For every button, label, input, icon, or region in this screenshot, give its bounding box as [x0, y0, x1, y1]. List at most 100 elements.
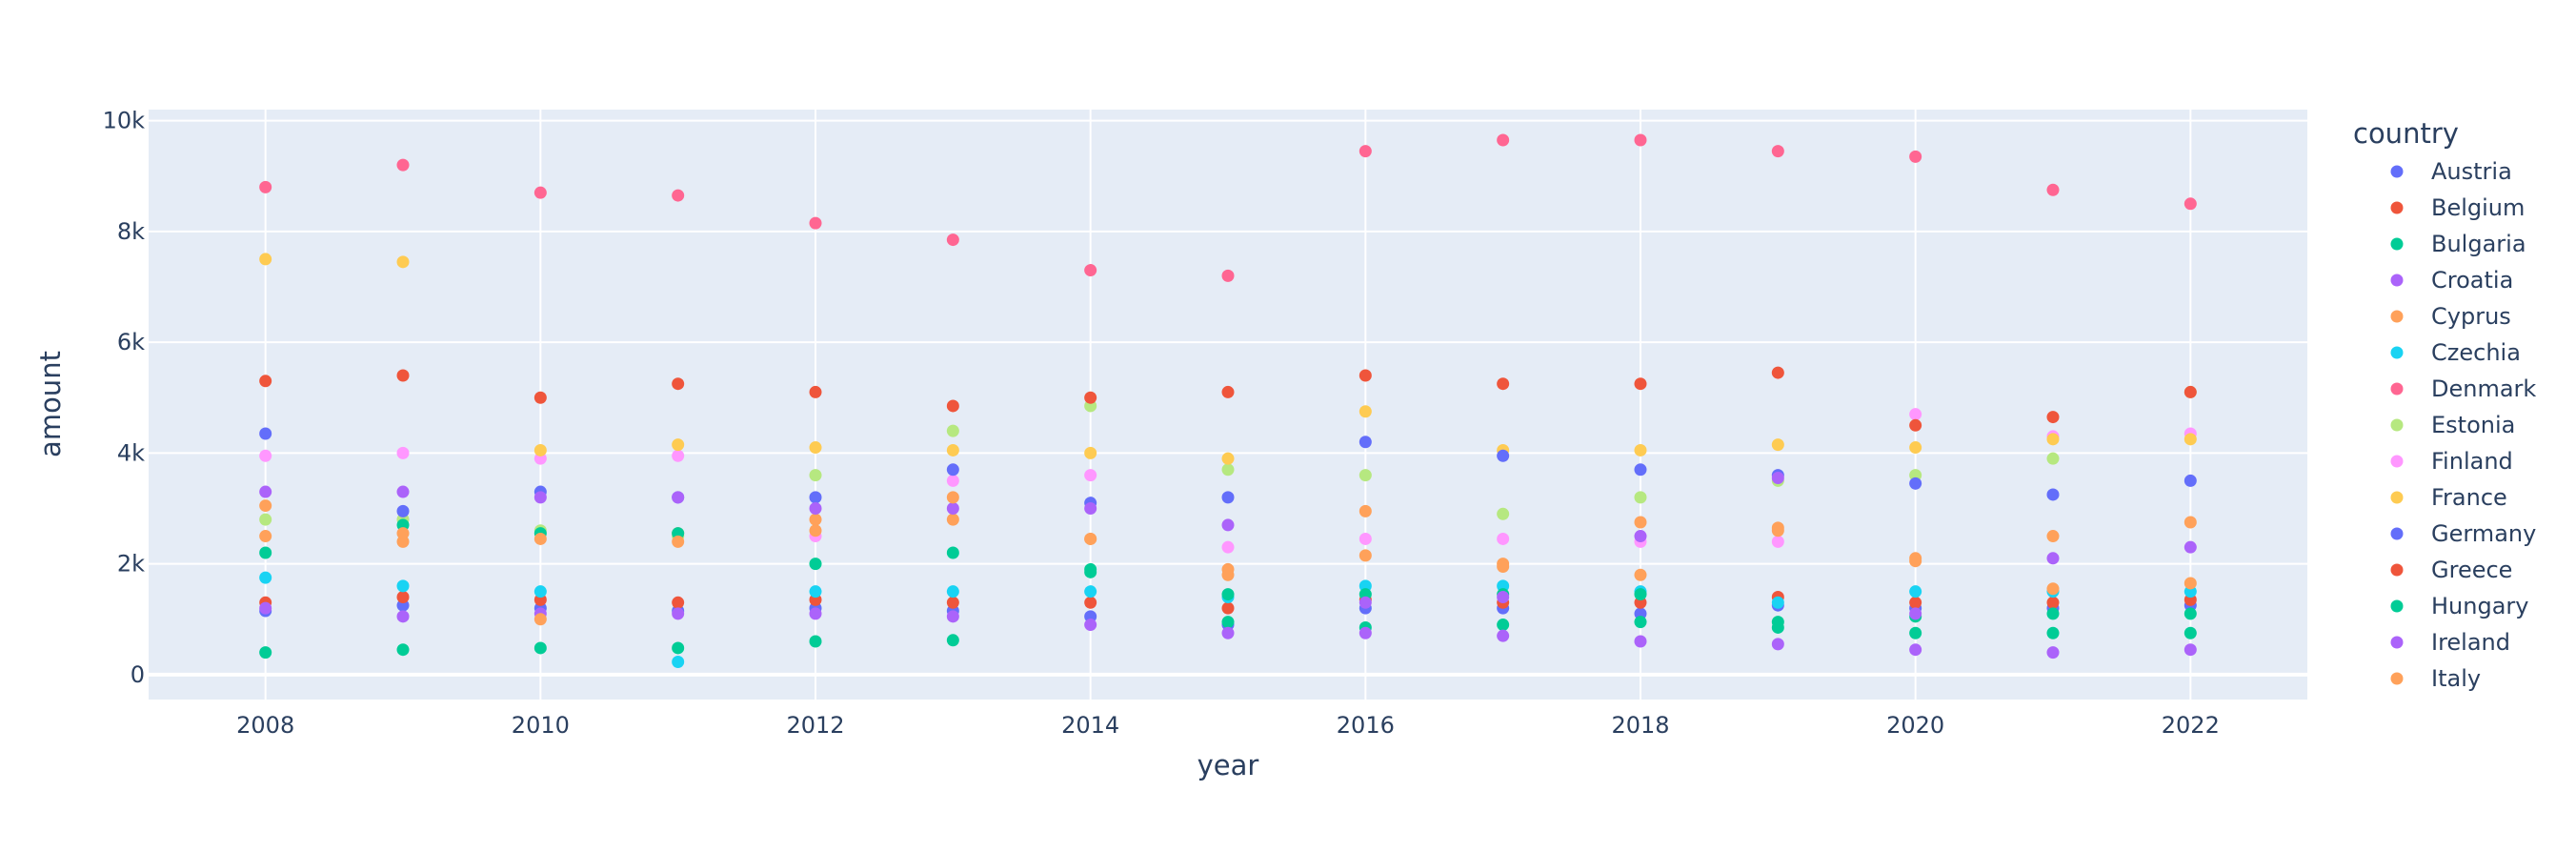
legend-item-label[interactable]: Cyprus — [2431, 303, 2511, 330]
data-point — [2184, 626, 2197, 639]
data-point — [1084, 585, 1097, 598]
data-point — [1909, 596, 1922, 609]
data-point — [2046, 582, 2060, 596]
x-tick-label: 2008 — [236, 712, 294, 739]
data-point — [1771, 596, 1784, 609]
x-axis-ticks: 2008 2010 2012 2014 2016 2018 2020 2022 — [236, 712, 2220, 739]
series-italy — [259, 491, 2197, 596]
data-point — [1358, 532, 1372, 545]
legend-item-label[interactable]: Austria — [2431, 158, 2512, 185]
y-tick-label: 0 — [131, 661, 145, 688]
legend-marker[interactable] — [2390, 418, 2404, 432]
data-point — [1358, 596, 1372, 609]
data-point — [946, 585, 959, 598]
x-tick-label: 2016 — [1337, 712, 1395, 739]
data-point — [1771, 366, 1784, 379]
data-point — [1497, 590, 1510, 603]
legend-marker[interactable] — [2390, 310, 2404, 323]
legend-item-label[interactable]: Greece — [2431, 557, 2512, 583]
data-point — [2046, 530, 2060, 543]
data-point — [1634, 516, 1647, 529]
legend-item-label[interactable]: Ireland — [2431, 629, 2510, 656]
series-greece — [259, 366, 2197, 432]
legend-item-label[interactable]: Bulgaria — [2431, 231, 2526, 257]
legend-marker[interactable] — [2390, 346, 2404, 359]
legend-marker[interactable] — [2390, 237, 2404, 251]
legend-item-label[interactable]: Italy — [2431, 665, 2481, 692]
data-point — [946, 634, 959, 647]
data-point — [396, 158, 410, 172]
y-tick-label: 2k — [117, 551, 145, 578]
legend-marker[interactable] — [2390, 527, 2404, 540]
legend-marker[interactable] — [2390, 382, 2404, 396]
y-axis-title: amount — [34, 351, 67, 457]
data-point — [1771, 616, 1784, 629]
data-point — [533, 443, 547, 456]
data-point — [946, 491, 959, 504]
data-point — [672, 596, 685, 609]
legend-item-label[interactable]: Croatia — [2431, 267, 2513, 294]
legend-item-label[interactable]: Czechia — [2431, 339, 2521, 366]
data-point — [672, 491, 685, 504]
data-point — [2184, 197, 2197, 211]
data-point — [1634, 530, 1647, 543]
legend-marker[interactable] — [2390, 274, 2404, 287]
data-point — [1221, 385, 1235, 398]
data-point — [1084, 264, 1097, 277]
legend-marker[interactable] — [2390, 563, 2404, 577]
y-tick-label: 10k — [103, 108, 146, 134]
x-tick-label: 2010 — [512, 712, 570, 739]
data-point — [396, 485, 410, 498]
data-point — [1634, 588, 1647, 601]
legend-marker[interactable] — [2390, 672, 2404, 685]
legend-item-label[interactable]: Germany — [2431, 520, 2536, 547]
series-croatia — [259, 601, 2197, 659]
legend-item-label[interactable]: Belgium — [2431, 194, 2525, 221]
data-point — [946, 463, 959, 477]
data-point — [672, 449, 685, 462]
data-point — [946, 501, 959, 515]
data-point — [1084, 391, 1097, 404]
data-point — [672, 189, 685, 202]
data-point — [1221, 588, 1235, 601]
data-point — [533, 391, 547, 404]
data-point — [1909, 418, 1922, 432]
legend-item-label[interactable]: Hungary — [2431, 593, 2528, 619]
y-tick-label: 6k — [117, 329, 145, 355]
x-tick-label: 2018 — [1611, 712, 1669, 739]
data-point — [2046, 596, 2060, 609]
legend-item-label[interactable]: Finland — [2431, 448, 2513, 475]
legend-marker[interactable] — [2390, 165, 2404, 178]
data-point — [1497, 507, 1510, 520]
legend-marker[interactable] — [2390, 491, 2404, 504]
data-point — [259, 530, 272, 543]
data-point — [1221, 491, 1235, 504]
data-point — [1358, 145, 1372, 158]
series-france — [259, 253, 2197, 465]
y-tick-label: 4k — [117, 439, 145, 466]
data-point — [1084, 446, 1097, 459]
legend-item-label[interactable]: Denmark — [2431, 375, 2536, 402]
data-point — [1497, 133, 1510, 147]
legend-marker[interactable] — [2390, 599, 2404, 613]
data-point — [1909, 607, 1922, 620]
legend: country Austria Belgium Bulgaria Croatia Cyp… — [2353, 117, 2536, 692]
data-point — [2184, 385, 2197, 398]
data-point — [1771, 472, 1784, 485]
data-point — [1221, 568, 1235, 581]
data-point — [1497, 629, 1510, 642]
data-point — [2046, 411, 2060, 424]
legend-item-label[interactable]: Estonia — [2431, 412, 2515, 438]
legend-item-label[interactable]: France — [2431, 484, 2507, 511]
data-point — [946, 596, 959, 609]
data-point — [259, 253, 272, 266]
legend-marker[interactable] — [2390, 201, 2404, 214]
data-point — [672, 607, 685, 620]
legend-marker[interactable] — [2390, 455, 2404, 468]
data-point — [1634, 616, 1647, 629]
data-point — [946, 424, 959, 437]
legend-marker[interactable] — [2390, 636, 2404, 649]
series-ireland — [259, 472, 2197, 620]
data-point — [1084, 532, 1097, 545]
